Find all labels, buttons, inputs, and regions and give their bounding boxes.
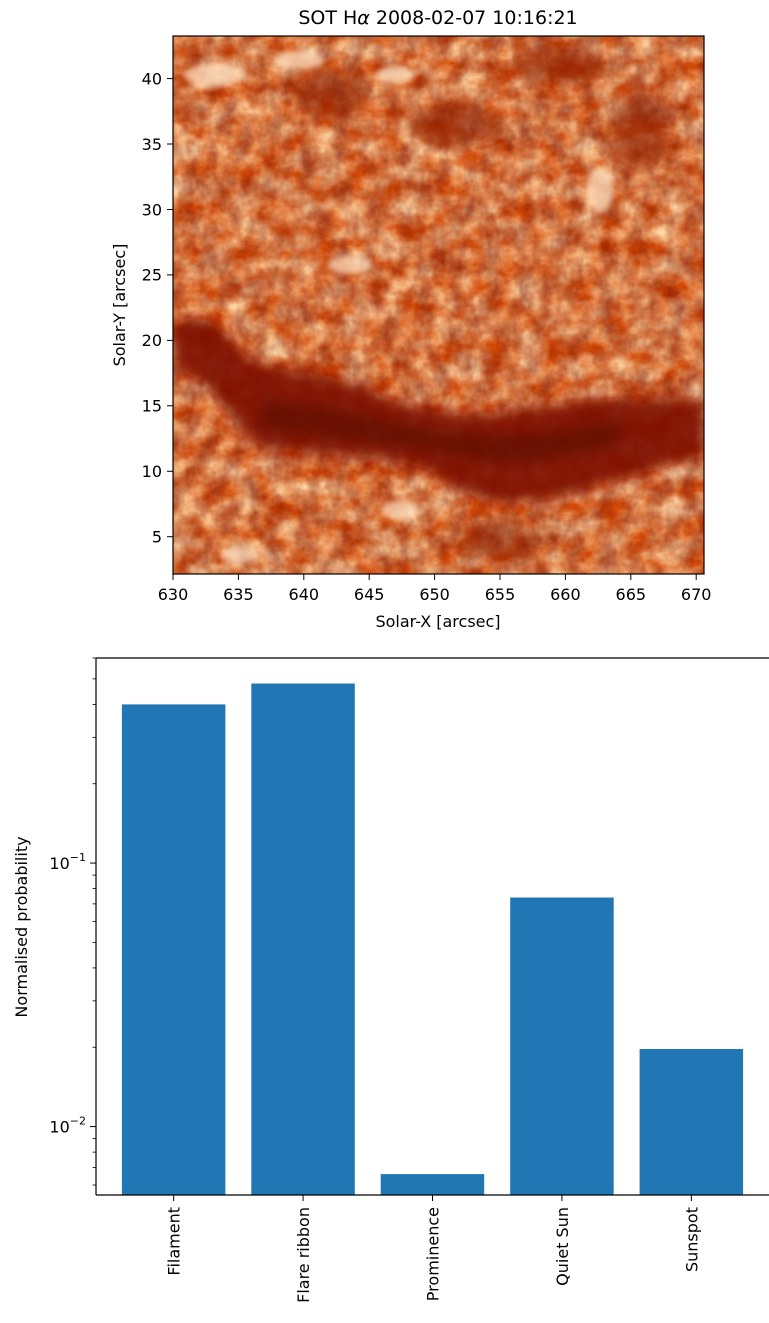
bar-y-ticks: 10−1 10−2 xyxy=(49,657,96,1186)
x-tick: 670 xyxy=(681,574,712,604)
y-tick: 10 xyxy=(142,462,173,481)
y-tick: 35 xyxy=(142,135,173,154)
x-tick-label: 645 xyxy=(354,585,385,604)
x-tick: 665 xyxy=(616,574,647,604)
image-x-axis-label: Solar-X [arcsec] xyxy=(375,612,500,631)
y-tick-label: 15 xyxy=(142,397,162,416)
x-tick-label: Sunspot xyxy=(682,1207,701,1272)
x-tick-label: 670 xyxy=(681,585,712,604)
x-tick-label: Filament xyxy=(165,1207,184,1276)
y-tick-label: 40 xyxy=(142,69,162,88)
x-tick: 660 xyxy=(550,574,581,604)
y-tick: 30 xyxy=(142,200,173,219)
filament-feature xyxy=(173,317,704,502)
x-tick-label: 650 xyxy=(419,585,450,604)
x-tick: 640 xyxy=(289,574,320,604)
x-tick-label: 630 xyxy=(158,585,189,604)
x-tick: 630 xyxy=(158,574,189,604)
y-tick-label: 5 xyxy=(152,528,162,547)
y-tick-label: 25 xyxy=(142,266,162,285)
x-tick-label: 665 xyxy=(616,585,647,604)
x-tick: 645 xyxy=(354,574,385,604)
y-tick: 40 xyxy=(142,69,173,88)
bar-quiet-sun xyxy=(510,897,614,1195)
x-tick-label: 655 xyxy=(485,585,516,604)
image-y-ticks: 5 10 15 20 25 30 35 40 xyxy=(142,69,173,547)
bar-filament xyxy=(121,704,226,1195)
bar-y-axis-label: Normalised probability xyxy=(12,836,31,1017)
x-tick-label: 635 xyxy=(223,585,254,604)
bars xyxy=(121,683,744,1195)
y-tick-label: 20 xyxy=(142,331,162,350)
bar-x-ticks: Filament Flare ribbon Prominence Quiet Sun S… xyxy=(165,1195,701,1303)
x-tick: 655 xyxy=(485,574,516,604)
bar-flare-ribbon xyxy=(251,683,355,1195)
y-tick: 20 xyxy=(142,331,173,350)
x-tick-label: 660 xyxy=(550,585,581,604)
dark-patches xyxy=(295,45,670,560)
y-tick-label: 10−1 xyxy=(49,851,86,873)
x-tick-label: Prominence xyxy=(424,1207,443,1301)
y-tick-label: 10−2 xyxy=(49,1115,86,1137)
x-tick: 650 xyxy=(419,574,450,604)
image-title: SOT Hα 2008-02-07 10:16:21 xyxy=(298,7,577,29)
image-frame xyxy=(172,35,705,575)
probability-bar-chart: 10−1 10−2 Filament Flare ribbon Prominence Q… xyxy=(12,657,769,1303)
image-x-ticks: 630 635 640 645 650 655 660 665 670 xyxy=(158,574,712,604)
x-tick-label: 640 xyxy=(289,585,320,604)
y-tick-label: 35 xyxy=(142,135,162,154)
bar-sunspot xyxy=(639,1049,744,1195)
x-tick: 635 xyxy=(223,574,254,604)
y-tick: 25 xyxy=(142,266,173,285)
y-tick: 5 xyxy=(152,528,173,547)
x-tick-label: Flare ribbon xyxy=(294,1207,313,1303)
solar-image xyxy=(173,36,704,574)
image-y-axis-label: Solar-Y [arcsec] xyxy=(110,244,129,367)
x-tick-label: Quiet Sun xyxy=(553,1207,572,1286)
y-tick: 15 xyxy=(142,397,173,416)
solar-image-panel: SOT Hα 2008-02-07 10:16:21 xyxy=(110,7,711,631)
y-tick-label: 30 xyxy=(142,200,162,219)
bar-prominence xyxy=(380,1174,485,1195)
bright-regions xyxy=(185,50,614,563)
y-tick-label: 10 xyxy=(142,462,162,481)
